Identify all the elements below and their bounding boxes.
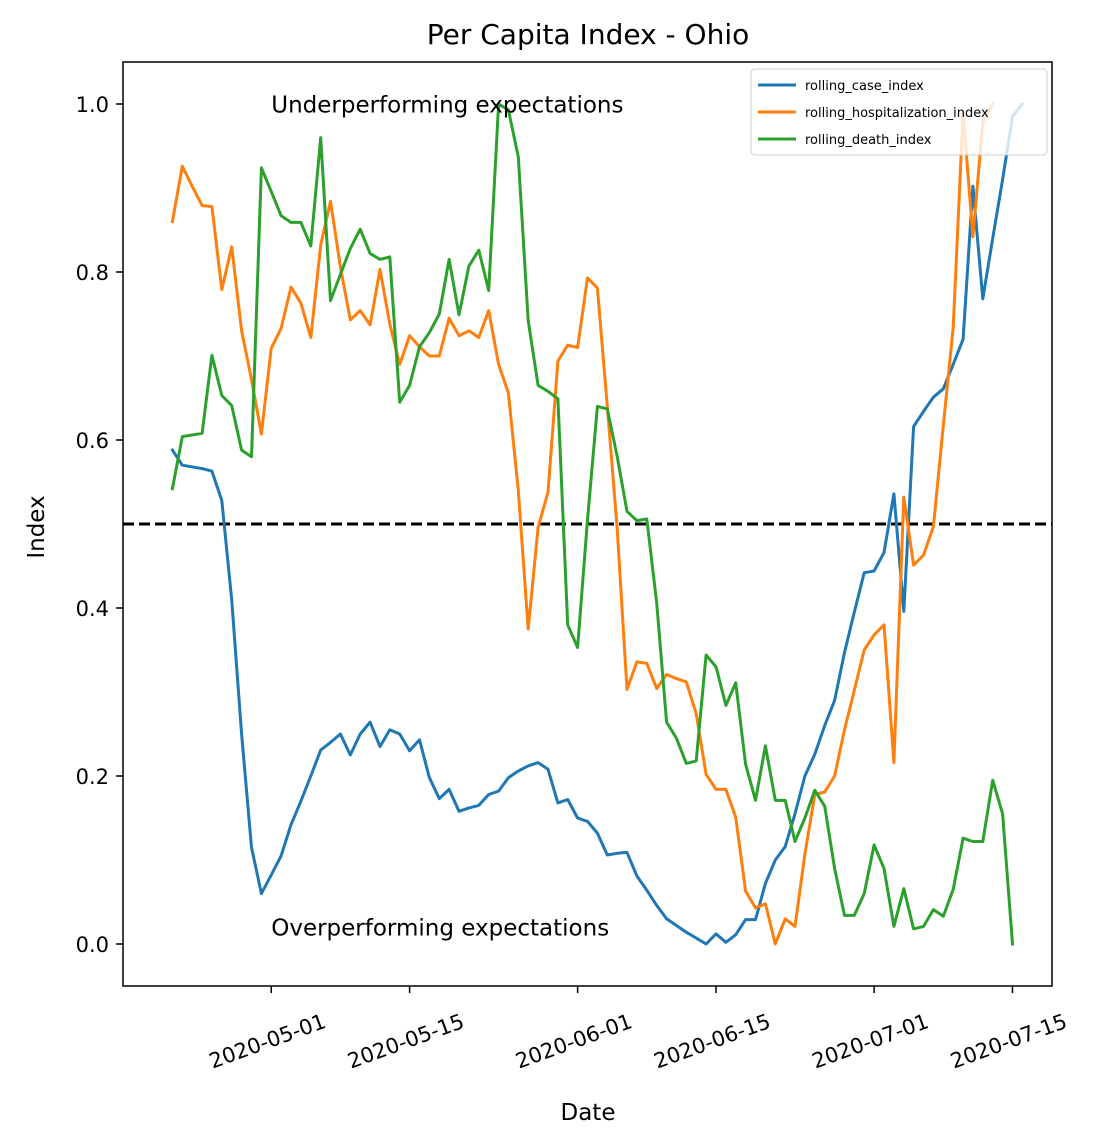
y-tick-label: 0.8: [76, 261, 109, 285]
annotation-underperforming: Underperforming expectations: [271, 92, 623, 118]
series-line-rolling-case-index: [170, 101, 1025, 946]
chart-title: Per Capita Index - Ohio: [427, 18, 750, 51]
legend-box: [750, 68, 1048, 156]
legend-entries: rolling_case_index rolling_hospitalizatio…: [758, 79, 989, 148]
x-axis-label: Date: [561, 1100, 616, 1126]
y-tick-label: 0.0: [76, 933, 109, 957]
y-tick-label: 0.4: [76, 597, 109, 621]
series-group: [170, 101, 1025, 946]
annotation-overperforming: Overperforming expectations: [271, 916, 609, 942]
legend-label: rolling_death_index: [805, 133, 932, 148]
legend: rolling_case_index rolling_hospitalizatio…: [750, 68, 1048, 156]
legend-label: rolling_case_index: [805, 79, 924, 94]
y-axis-label: Index: [24, 495, 50, 558]
legend-label: rolling_hospitalization_index: [805, 106, 989, 121]
annotation-group: Underperforming expectations Overperformi…: [271, 92, 623, 941]
series-line-rolling-hospitalization-index: [170, 101, 995, 946]
plot-border: [122, 61, 1053, 987]
plot-area: Underperforming expectations Overperformi…: [122, 61, 1053, 987]
series-line-rolling-death-index: [170, 102, 1015, 946]
y-axis: 0.0 0.2 0.4 0.6 0.8 1.0: [76, 93, 123, 957]
y-tick-label: 1.0: [76, 93, 109, 117]
y-tick-label: 0.2: [76, 765, 109, 789]
y-tick-label: 0.6: [76, 429, 109, 453]
